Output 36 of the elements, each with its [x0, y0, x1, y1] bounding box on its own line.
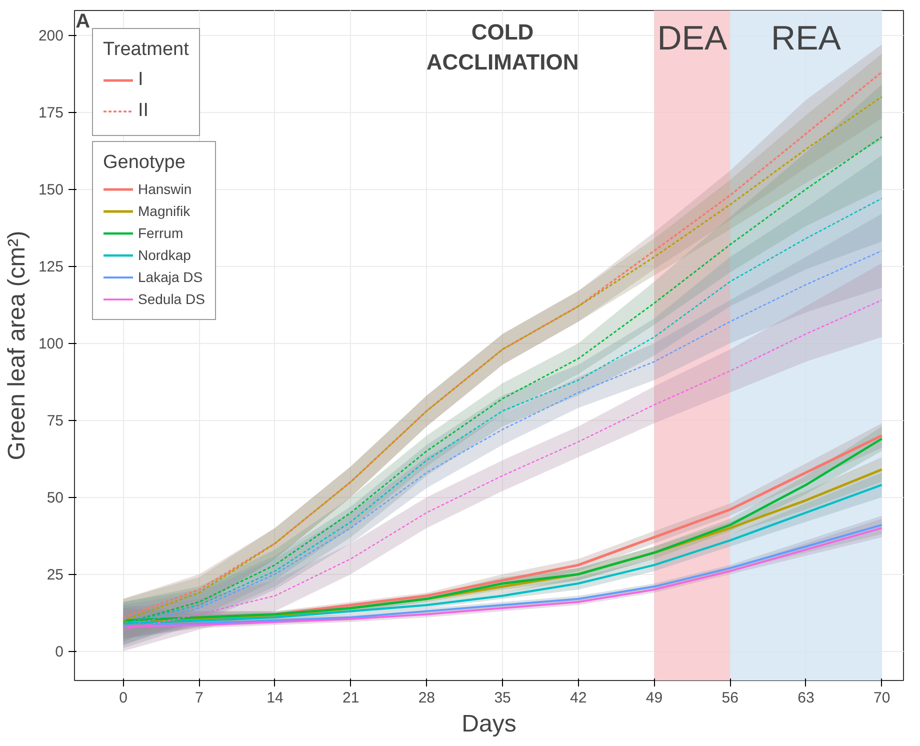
y-tick-label: 200 [38, 28, 64, 45]
x-tick-label: 42 [570, 690, 587, 706]
y-tick-label: 75 [46, 412, 64, 430]
annotation: A [76, 10, 90, 32]
x-tick-label: 21 [342, 690, 360, 706]
x-tick-label: 14 [266, 690, 284, 706]
y-tick-label: 175 [38, 104, 64, 122]
band-label: DEA [657, 20, 728, 58]
y-tick-label: 100 [38, 336, 64, 353]
y-tick-label: 50 [46, 490, 64, 507]
x-tick-label: 49 [646, 690, 663, 706]
y-axis-title: Green leaf area (cm²) [3, 230, 30, 460]
legend-label: Magnifik [138, 203, 190, 219]
legend-label: Sedula DS [138, 291, 205, 307]
x-tick-label: 56 [722, 690, 738, 706]
legend-label: Lakaja DS [138, 269, 203, 285]
x-tick-label: 35 [494, 690, 511, 706]
x-tick-label: 28 [418, 690, 436, 706]
x-tick-label: 63 [798, 690, 814, 706]
x-axis-title: Days [462, 710, 516, 738]
x-tick-label: 70 [873, 690, 890, 706]
legend-label: Ferrum [138, 225, 184, 241]
legend-title: Genotype [103, 152, 186, 174]
y-tick-label: 0 [55, 644, 64, 661]
y-tick-label: 125 [38, 258, 64, 276]
annotation: Treatment [103, 39, 189, 61]
band-label: REA [771, 20, 842, 58]
annotation: I [138, 68, 144, 92]
y-tick-label: 25 [46, 566, 64, 584]
y-tick-label: 150 [38, 182, 64, 199]
x-tick-label: 0 [119, 690, 128, 706]
annotation: COLD ACCLIMATION [426, 20, 579, 75]
annotation: II [138, 99, 150, 123]
legend-label: Nordkap [138, 247, 191, 263]
legend-label: Hanswin [138, 181, 192, 197]
x-tick-label: 7 [194, 690, 204, 706]
